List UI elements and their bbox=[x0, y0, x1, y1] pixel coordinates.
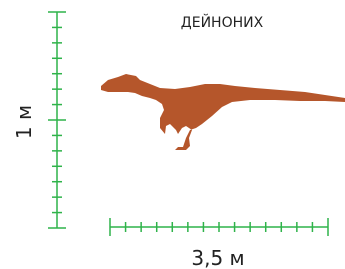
height-label: 1 м bbox=[12, 105, 36, 139]
dinosaur-silhouette bbox=[101, 74, 345, 150]
length-ruler bbox=[110, 218, 328, 236]
height-ruler bbox=[48, 12, 66, 228]
diagram: ДЕЙНОНИХ 1 м 3,5 м bbox=[0, 0, 345, 269]
title: ДЕЙНОНИХ bbox=[181, 13, 264, 31]
length-label: 3,5 м bbox=[191, 246, 244, 269]
